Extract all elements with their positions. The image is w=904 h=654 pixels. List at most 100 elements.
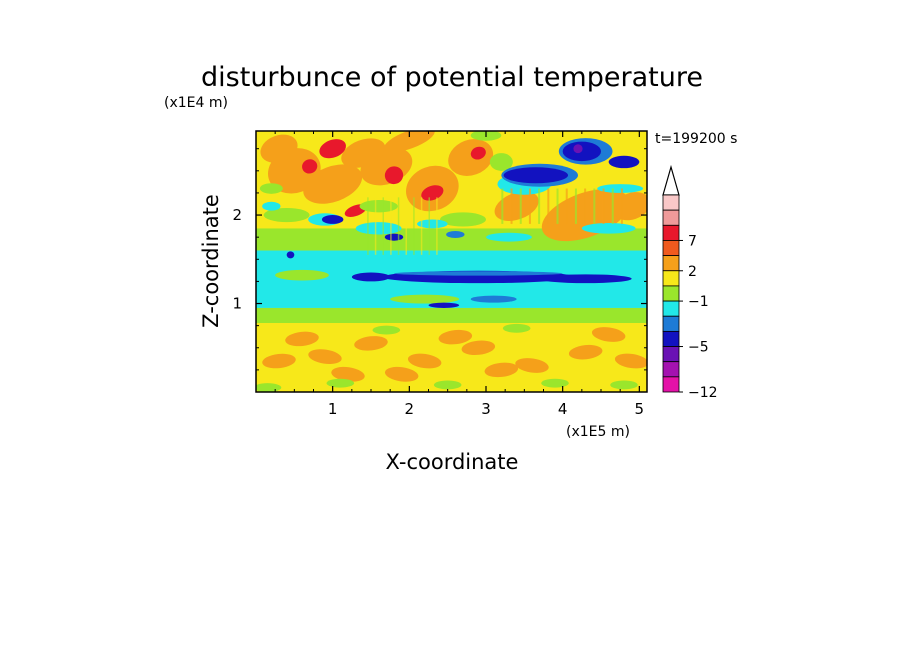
- upper-cyan-blob: [417, 219, 448, 229]
- cold-cell: [321, 215, 344, 224]
- colorbar: 7 2 −1 −5 −12: [662, 164, 718, 401]
- upper-hot-blob: [470, 146, 486, 160]
- upper-cyan-blob: [262, 201, 281, 211]
- x-tick-label: 3: [481, 400, 491, 418]
- lower-warm-blob: [515, 358, 549, 373]
- lower-warm-blob: [438, 329, 473, 345]
- cyan-band-green-patch: [390, 294, 460, 304]
- cold-cell: [446, 230, 465, 239]
- colorbar-swatch: [662, 255, 680, 272]
- cold-cell: [384, 233, 404, 241]
- upper-green-blob: [359, 200, 398, 213]
- cyan-band-blue-patch: [470, 295, 517, 303]
- wave-striation: [413, 197, 415, 255]
- colorbar-swatch: [662, 361, 680, 378]
- colorbar-label: −12: [688, 385, 718, 401]
- upper-warm-blob: [341, 138, 386, 168]
- lower-green-blob: [256, 383, 282, 392]
- lower-green-blob: [610, 380, 638, 390]
- wave-striation: [528, 188, 531, 224]
- wave-striation: [556, 188, 559, 224]
- colorbar-swatch: [662, 300, 680, 317]
- upper-green-blob: [440, 212, 486, 227]
- lower-warm-blob: [384, 366, 419, 382]
- lower-green-blob: [502, 323, 531, 333]
- cyan-band-dark-patch: [428, 302, 460, 308]
- colorbar-swatch: [662, 330, 680, 347]
- lower-warm-blob: [407, 353, 442, 369]
- wave-striation: [436, 197, 438, 255]
- wave-striation: [519, 188, 522, 224]
- colorbar-swatch: [662, 224, 680, 241]
- upper-hot-blob: [302, 159, 318, 174]
- wave-striation: [420, 197, 423, 255]
- colorbar-swatch: [662, 285, 680, 302]
- lower-green-blob: [433, 380, 462, 390]
- coldest-cell: [573, 144, 583, 154]
- lower-warm-blob: [591, 327, 626, 342]
- y-tick-label: 2: [232, 206, 242, 224]
- x-tick-label: 5: [635, 400, 645, 418]
- wave-striation: [382, 197, 384, 255]
- plot-field: [256, 131, 647, 392]
- wave-striation: [367, 197, 369, 255]
- wave-striation: [547, 188, 550, 224]
- y-unit-label: (x1E4 m): [164, 95, 228, 111]
- colorbar-extension-arrow: [662, 164, 680, 196]
- wave-striation: [374, 197, 377, 255]
- lower-warm-blob: [285, 331, 319, 347]
- x-tick-label: 2: [405, 400, 415, 418]
- colorbar-swatch: [662, 209, 680, 226]
- upper-warm-blob: [383, 131, 435, 153]
- lower-warm-blob: [614, 353, 647, 369]
- y-axis-label: Z-coordinate: [199, 194, 223, 328]
- upper-hot-blob: [384, 166, 404, 185]
- colorbar-swatch: [662, 346, 680, 363]
- colorbar-label: −5: [688, 340, 709, 356]
- cold-streak-east: [539, 274, 632, 284]
- upper-cold-core: [503, 167, 569, 184]
- wave-striation: [574, 188, 577, 224]
- lower-warm-blob: [461, 340, 496, 356]
- upper-right-cyan: [597, 184, 644, 193]
- lower-warm-blob: [568, 344, 603, 360]
- lower-warm-blob: [331, 366, 365, 382]
- colorbar-swatch: [662, 315, 680, 332]
- x-tick-label: 1: [328, 400, 338, 418]
- lower-green-blob: [326, 378, 355, 388]
- lower-warm-blob: [354, 336, 388, 351]
- y-axis-ticks: 12: [232, 148, 647, 371]
- wave-striation: [620, 188, 623, 224]
- colorbar-swatch: [662, 376, 680, 393]
- upper-warm-blob: [260, 134, 298, 163]
- lower-warm-blob: [484, 362, 519, 378]
- colorbar-swatch: [662, 240, 680, 257]
- upper-right-cold-tail: [608, 155, 640, 169]
- wave-striation: [397, 197, 400, 255]
- wave-striation: [405, 197, 407, 255]
- cold-streak-core: [394, 271, 563, 276]
- plot-frame: [255, 130, 648, 393]
- colorbar-label: 7: [688, 233, 697, 249]
- cold-streak-west: [351, 272, 391, 282]
- cyan-band-green-patch: [275, 269, 329, 281]
- wave-striation: [501, 188, 504, 224]
- upper-warm-blob: [494, 191, 539, 221]
- upper-cyan-blob: [486, 232, 532, 242]
- x-axis-label: X-coordinate: [386, 450, 519, 474]
- upper-hot-blob: [421, 185, 444, 201]
- wave-striation: [390, 197, 392, 255]
- wave-striation: [593, 188, 596, 224]
- lower-warm-blob: [308, 349, 342, 365]
- wave-striation: [428, 197, 430, 255]
- chart-title: disturbunce of potential temperature: [201, 62, 703, 93]
- upper-green-blob: [259, 183, 283, 194]
- upper-warm-blob: [303, 164, 363, 204]
- wave-striation: [510, 188, 513, 224]
- wave-striation: [611, 188, 614, 224]
- lower-green-band: [256, 307, 647, 323]
- upper-right-cold-core: [562, 141, 601, 162]
- time-label: t=199200 s: [655, 131, 737, 147]
- colorbar-label: −1: [688, 294, 709, 310]
